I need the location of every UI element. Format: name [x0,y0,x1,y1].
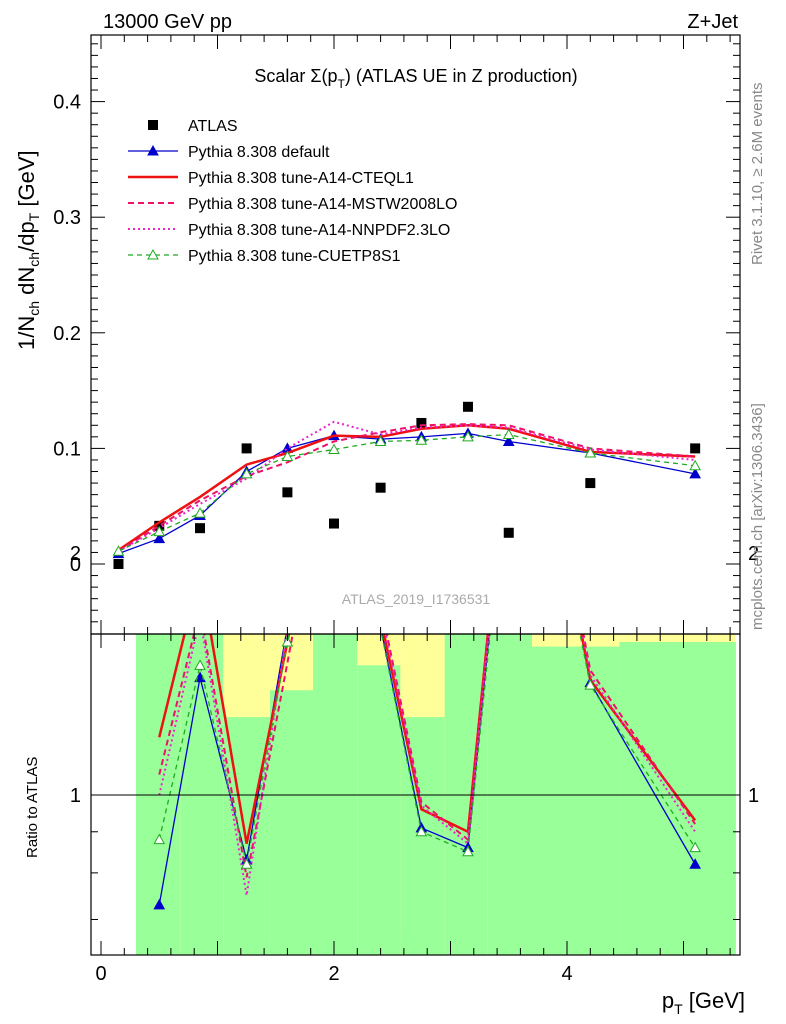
ratio-y-tick-label-right: 1 [748,785,759,807]
green-band-bin [269,690,314,955]
main-y-tick-label: 0.1 [53,438,81,460]
ratio-series-marker [281,636,294,647]
legend-label: Pythia 8.308 tune-A14-MSTW2008LO [188,196,457,213]
ratio-series-marker [689,858,701,869]
main-series-marker [462,430,474,442]
main-series-marker [415,434,428,445]
atlas-data-point [329,518,339,529]
main-series-line [118,433,696,552]
legend-atlas-marker [148,120,158,130]
legend: ATLAS Pythia 8.308 default Pythia 8.308 tu… [128,118,457,265]
main-series-marker [502,428,515,440]
legend-label: Pythia 8.308 tune-A14-CTEQL1 [188,170,414,187]
legend-marker-sample [147,248,159,260]
legend-label: Pythia 8.308 tune-A14-NNPDF2.3LO [188,222,450,239]
main-series-marker [328,443,340,455]
ratio-y-axis-label: Ratio to ATLAS [24,757,41,858]
ratio-y-tick-label-right: 2 [748,543,759,565]
analysis-watermark: ATLAS_2019_I1736531 [342,591,491,607]
ratio-series-marker [515,315,525,324]
legend-entry: ATLAS [148,118,238,135]
main-series-line [117,420,696,553]
legend-label: Pythia 8.308 tune-CUETP8S1 [188,248,401,265]
rivet-label: Rivet 3.1.10, ≥ 2.6M events [749,83,766,266]
atlas-data-point [585,478,596,489]
ratio-series-marker [515,333,525,342]
main-y-tick-label: 0.3 [53,207,81,229]
main-y-tick-label: 0.4 [53,92,81,114]
mcplots-label: mcplots.cern.ch [arXiv:1306.3436] [749,403,766,630]
main-series-marker [502,435,515,446]
ratio-series-marker [240,858,253,869]
ratio-series-marker [329,384,339,393]
legend-marker-sample [147,144,159,156]
legend-entry: Pythia 8.308 tune-A14-MSTW2008LO [128,196,457,213]
legend-label: Pythia 8.308 default [188,144,330,161]
main-series-marker [584,446,597,458]
x-tick-label: 0 [95,963,106,985]
ratio-series-marker [153,833,166,845]
main-series-marker [194,507,206,518]
ratio-series-marker [153,898,166,910]
atlas-data-point [503,527,514,538]
legend-entry: Pythia 8.308 tune-CUETP8S1 [128,248,401,265]
main-y-tick-label: 0 [70,554,81,576]
main-y-tick-label: 0.2 [53,323,81,345]
atlas-data-point [375,482,386,493]
atlas-data-point [195,523,206,534]
green-band-bin [532,646,620,955]
atlas-data-point [462,401,473,412]
ratio-series-marker [194,659,206,670]
ratio-series-marker [584,679,597,690]
ratio-y-tick-label: 1 [70,785,81,807]
main-series-marker [240,467,253,479]
ratio-panel-series [91,315,740,910]
green-band-bin [357,665,401,955]
ratio-series-line [158,634,697,844]
legend-entry: Pythia 8.308 tune-A14-NNPDF2.3LO [128,222,450,239]
main-series-marker [153,525,166,537]
atlas-data-point [241,443,252,454]
main-series-line [117,424,696,552]
x-axis-label: pT [GeV] [662,988,745,1017]
ratio-y-tick-label: 2 [70,543,81,565]
axes: 00.10.20.30.40240.50.51122 [53,34,759,985]
main-panel-series [112,401,701,569]
main-series-marker [689,467,701,479]
ratio-series-marker [462,845,474,857]
ratio-series-marker [689,841,701,853]
main-series-marker [153,532,166,544]
ratio-series-line [158,634,696,878]
atlas-data-point [282,487,293,498]
legend-entry: Pythia 8.308 default [128,144,330,161]
main-series-line [117,423,696,553]
atlas-data-point [416,417,427,428]
header-left: 13000 GeV pp [103,11,232,33]
chart-title: Scalar Σ(pT) (ATLAS UE in Z production) [254,66,577,91]
main-series-marker [112,545,125,556]
legend-entry: Pythia 8.308 tune-A14-CTEQL1 [128,170,414,187]
atlas-data-point [113,559,124,569]
header-right: Z+Jet [687,11,738,33]
main-series-marker [281,450,294,461]
x-tick-label: 4 [561,963,572,985]
main-series-marker [374,435,387,446]
main-y-axis-label: 1/Nch dNch/dpT [GeV] [14,150,42,350]
main-series-marker [689,459,701,471]
ratio-uncertainty-bands [135,634,736,955]
x-tick-label: 2 [328,963,339,985]
ratio-series-marker [415,825,428,837]
ratio-series-line [158,634,696,865]
atlas-data-point [690,443,701,454]
legend-label: ATLAS [188,118,238,135]
